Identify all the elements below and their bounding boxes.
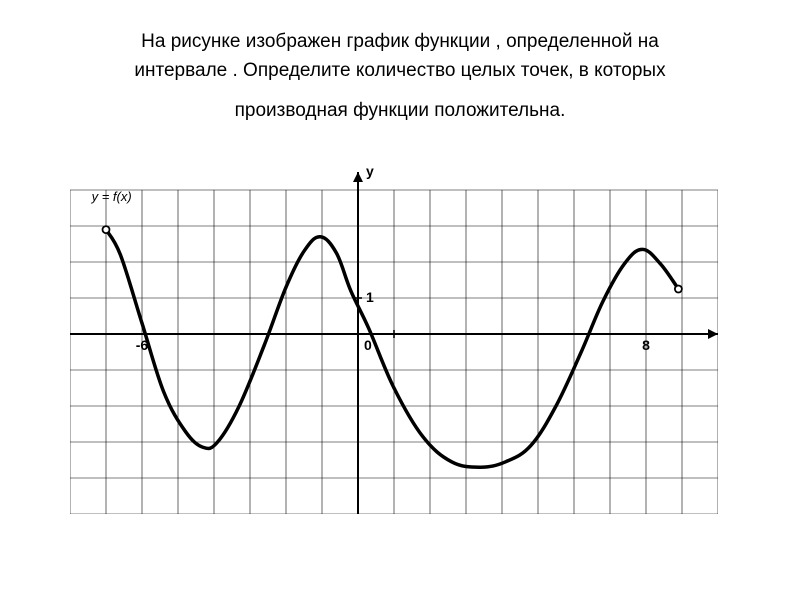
title-line-3: производная функции положительна.	[134, 97, 665, 126]
svg-text:8: 8	[642, 337, 650, 353]
chart-svg: y 0 1 -6 8 y = f(x)	[70, 154, 718, 514]
svg-text:-6: -6	[136, 337, 149, 353]
svg-text:y: y	[366, 163, 374, 179]
function-graph: y 0 1 -6 8 y = f(x)	[70, 154, 730, 504]
problem-title: На рисунке изображен график функции , оп…	[134, 28, 665, 126]
title-line-1: На рисунке изображен график функции , оп…	[134, 28, 665, 57]
title-line-2: интервале . Определите количество целых …	[134, 57, 665, 86]
svg-text:1: 1	[366, 289, 374, 305]
svg-text:0: 0	[364, 337, 372, 353]
svg-text:y = f(x): y = f(x)	[91, 188, 132, 203]
